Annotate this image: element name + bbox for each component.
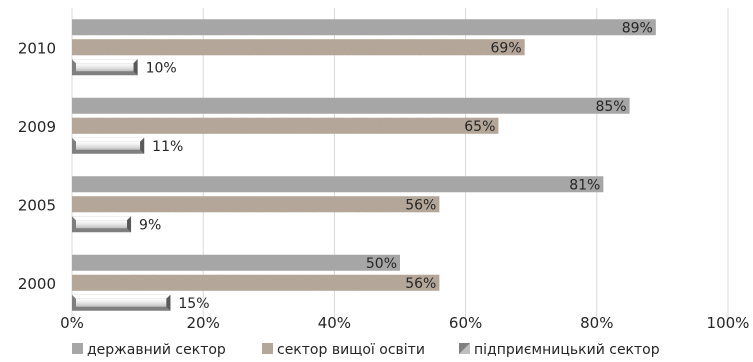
bar-3-2009 — [72, 137, 145, 154]
bar-2-2005 — [72, 196, 440, 213]
x-tick-label: 100% — [707, 314, 750, 332]
x-tick-label: 0% — [60, 314, 84, 332]
axes: 0% 20% 40% 60% 80% 100% 2010 2009 2005 2000 — [18, 39, 750, 332]
category-label: 2009 — [18, 118, 56, 136]
data-label: 56% — [405, 276, 436, 292]
bar-2-2009 — [72, 117, 499, 134]
category-label: 2000 — [18, 275, 56, 293]
data-label: 69% — [491, 40, 522, 56]
bars — [72, 19, 656, 311]
legend-swatch — [72, 343, 83, 354]
category-label: 2005 — [18, 196, 56, 214]
data-label: 11% — [152, 139, 183, 155]
legend-label: підприємницький сектор — [474, 342, 660, 358]
x-tick-label: 60% — [449, 314, 482, 332]
data-label: 89% — [622, 20, 653, 36]
data-label: 15% — [178, 296, 209, 312]
legend-item: сектор вищої освіти — [262, 342, 425, 358]
bar-3-2000 — [72, 294, 171, 311]
x-tick-label: 80% — [580, 314, 613, 332]
data-label: 65% — [464, 119, 495, 135]
bar-2-2010 — [72, 39, 525, 56]
legend-label: сектор вищої освіти — [277, 342, 425, 358]
x-tick-label: 20% — [187, 314, 220, 332]
data-label: 81% — [569, 177, 600, 193]
legend-swatch — [459, 343, 470, 354]
data-label: 10% — [146, 60, 177, 76]
legend-item: державний сектор — [72, 342, 226, 358]
x-tick-label: 40% — [318, 314, 351, 332]
category-label: 2010 — [18, 39, 56, 57]
bar-2-2000 — [72, 274, 440, 291]
bar-3-2010 — [72, 59, 138, 76]
data-label: 56% — [405, 197, 436, 213]
legend-label: державний сектор — [87, 342, 226, 358]
data-label: 50% — [366, 256, 397, 272]
bar-1-2000 — [72, 254, 400, 271]
data-label: 9% — [139, 217, 161, 233]
legend-swatch — [262, 343, 273, 354]
bar-1-2010 — [72, 19, 656, 36]
bar-3-2005 — [72, 216, 132, 233]
data-labels: 89% 69% 10% 85% 65% 11% 81% 56% 9% 50% 56% 15% — [139, 20, 653, 312]
data-label: 85% — [595, 99, 626, 115]
legend-item: підприємницький сектор — [459, 342, 660, 358]
bar-1-2009 — [72, 97, 630, 114]
bar-1-2005 — [72, 176, 604, 193]
legend: державний сектор сектор вищої освіти підпр… — [72, 342, 660, 358]
